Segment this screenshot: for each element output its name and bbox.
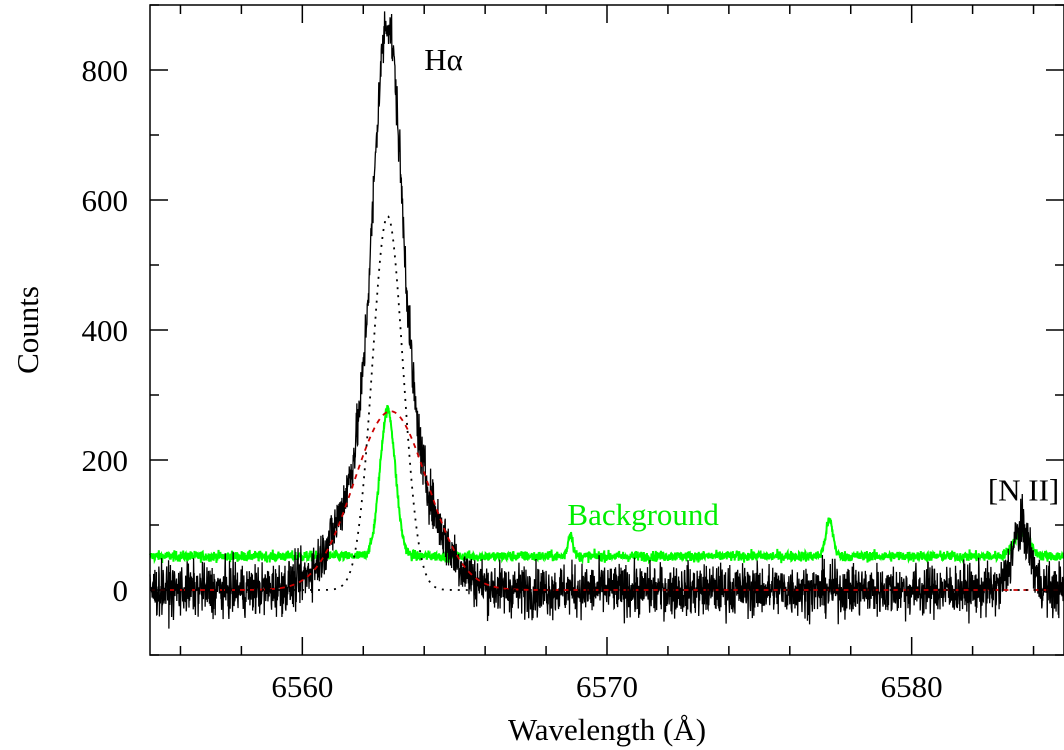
x-tick-label: 6570 bbox=[576, 669, 638, 704]
tick-labels: 6560 6570 6580 0 200 400 600 800 bbox=[82, 53, 943, 704]
axis-ticks bbox=[150, 4, 1064, 656]
series-line-1 bbox=[149, 404, 1064, 565]
annotation-label: Hα bbox=[424, 42, 463, 77]
y-tick-label: 600 bbox=[82, 183, 129, 218]
plot-lines bbox=[149, 11, 1064, 629]
x-tick-label: 6580 bbox=[881, 669, 943, 704]
y-axis-title: Counts bbox=[10, 286, 45, 374]
annotation-label: Background bbox=[567, 497, 719, 532]
annotation-label: [N II] bbox=[988, 472, 1059, 507]
y-tick-label: 800 bbox=[82, 53, 129, 88]
series-line-3 bbox=[150, 215, 1064, 591]
series-line-0 bbox=[149, 11, 1064, 629]
x-tick-label: 6560 bbox=[271, 669, 333, 704]
y-tick-label: 0 bbox=[113, 573, 129, 608]
x-axis-title: Wavelength (Å) bbox=[508, 712, 706, 747]
series-line-2 bbox=[150, 410, 1064, 591]
annotations: Hα Background [N II] bbox=[424, 42, 1059, 532]
y-tick-label: 200 bbox=[82, 443, 129, 478]
y-tick-label: 400 bbox=[82, 313, 129, 348]
